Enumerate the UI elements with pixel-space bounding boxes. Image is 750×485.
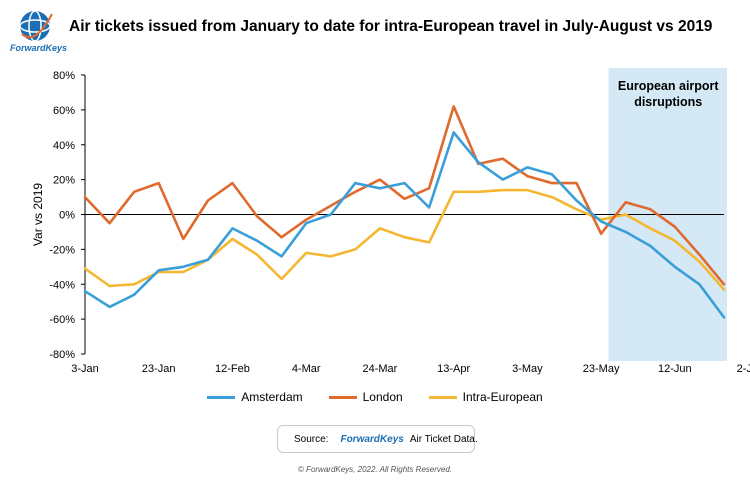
series-line-intra-european [83, 188, 726, 291]
legend-swatch-intra-european [428, 395, 457, 399]
x-tick-label: 23-May [583, 363, 620, 375]
x-tick-label: 23-Jan [142, 363, 176, 375]
source-text: Air Ticket Data. [409, 433, 478, 445]
legend-label-amsterdam: Amsterdam [241, 390, 303, 404]
y-tick-label: 40% [53, 140, 75, 152]
legend-item-london: London [328, 390, 403, 404]
x-tick-label: 3-May [512, 363, 543, 375]
series-line-london [83, 105, 726, 286]
series-line-amsterdam [83, 131, 726, 319]
chart-legend: Amsterdam London Intra-European [0, 390, 750, 404]
copyright-text: © ForwardKeys, 2022. All Rights Reserved… [297, 465, 453, 474]
source-label: Source: [294, 433, 329, 445]
x-tick-label: 4-Mar [292, 363, 321, 375]
source-brand: ForwardKeys [340, 433, 404, 445]
forwardkeys-logo: ForwardKeys [8, 6, 67, 56]
y-tick-label: -40% [49, 279, 75, 291]
legend-item-intra-european: Intra-European [428, 390, 543, 404]
source-box: Source: ForwardKeys Air Ticket Data. [277, 425, 478, 453]
annotation-label-line-2: disruptions [634, 95, 702, 109]
y-tick-label: 20% [53, 175, 75, 187]
line-chart: European airport disruptions -80% -60% -40% -… [31, 68, 750, 375]
legend-swatch-amsterdam [207, 395, 236, 399]
y-tick-label: 0% [59, 210, 75, 222]
y-tick-label: -60% [49, 314, 75, 326]
x-tick-label: 2-Jul [737, 363, 750, 375]
x-tick-label: 12-Feb [215, 363, 250, 375]
globe-icon [19, 10, 53, 42]
legend-label-intra-european: Intra-European [462, 390, 543, 404]
y-tick-label: 80% [53, 70, 75, 82]
legend-label-london: London [362, 390, 403, 404]
x-tick-label: 24-Mar [363, 363, 398, 375]
y-tick-label: -20% [49, 244, 75, 256]
chart-title: Air tickets issued from January to date … [69, 18, 713, 35]
y-axis-title: Var vs 2019 [31, 183, 45, 246]
x-tick-label: 12-Jun [658, 363, 692, 375]
legend-item-amsterdam: Amsterdam [207, 390, 303, 404]
annotation-label-line-1: European airport [618, 79, 720, 93]
y-tick-label: -80% [49, 349, 75, 361]
logo-text: ForwardKeys [10, 43, 68, 53]
x-tick-label: 13-Apr [437, 363, 470, 375]
y-tick-label: 60% [53, 105, 75, 117]
legend-swatch-london [328, 395, 357, 399]
x-tick-label: 3-Jan [71, 363, 99, 375]
